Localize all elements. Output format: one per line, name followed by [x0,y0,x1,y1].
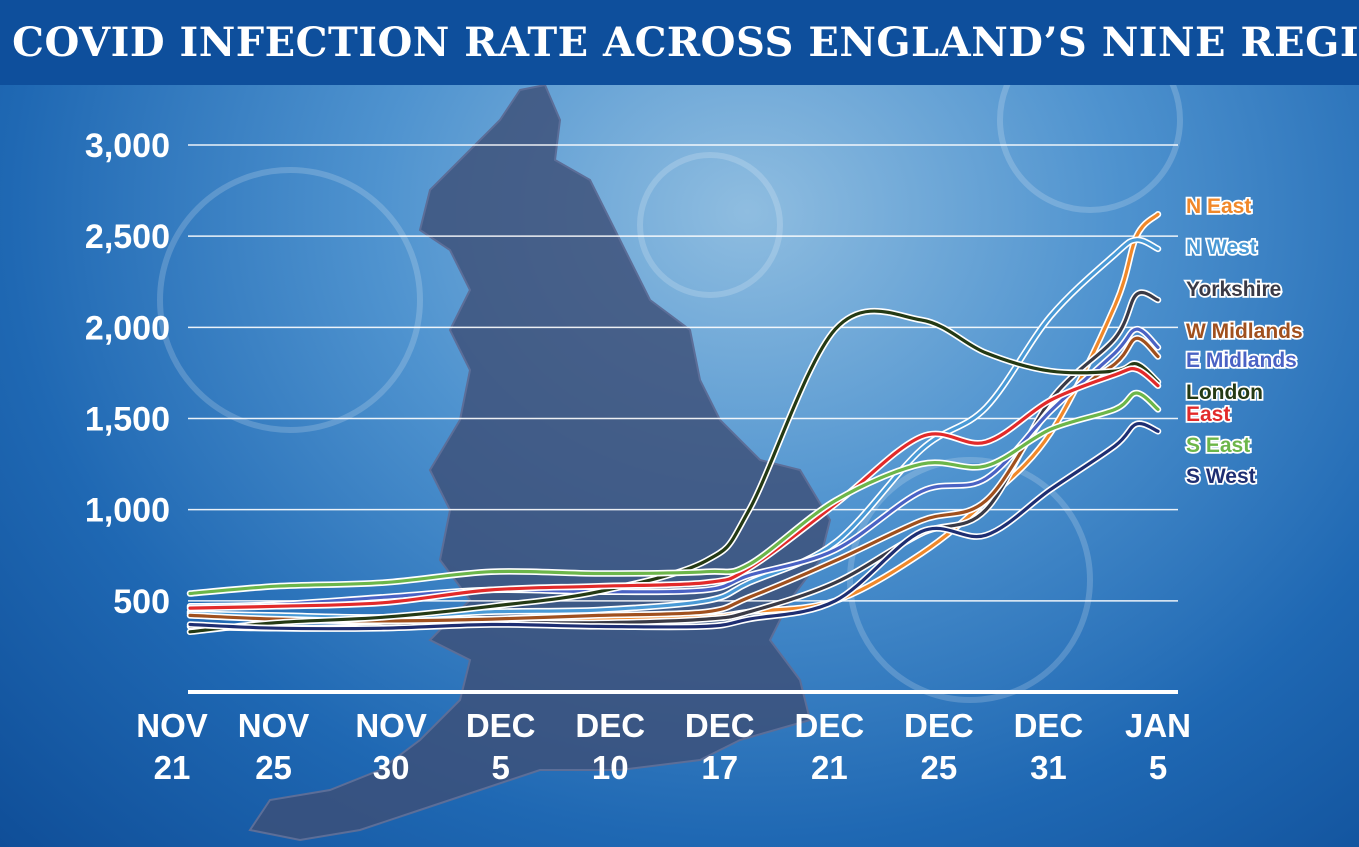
x-tick-day: 30 [373,749,410,786]
legend-label-e-midlands: E Midlands [1186,349,1297,372]
y-tick-label: 500 [113,583,170,621]
chart-title: THE COVID INFECTION RATE ACROSS ENGLAND’… [0,19,1359,66]
x-tick-month: NOV [136,707,208,744]
series-line-halo-s-east [186,389,1162,597]
x-tick-day: 21 [154,749,191,786]
x-tick-month: NOV [238,707,310,744]
x-axis-ticks: NOV21NOV25NOV30DEC5DEC10DEC17DEC21DEC25D… [136,707,1191,786]
legend-label-east: East [1186,403,1230,426]
x-tick-day: 17 [701,749,738,786]
x-tick-day: 25 [255,749,292,786]
virus-icon [847,457,1093,703]
legend-label-s-east: S East [1186,434,1250,457]
x-tick-day: 21 [811,749,848,786]
series-line-london [188,309,1160,634]
x-tick-label: DEC 25 [904,707,974,786]
x-tick-label: DEC 10 [575,707,645,786]
legend-label-s-west: S West [1186,465,1256,488]
virus-icon [637,152,783,298]
x-tick-label: NOV 25 [238,707,310,786]
x-tick-day: 25 [921,749,958,786]
x-tick-label: DEC 31 [1014,707,1084,786]
title-bar: THE COVID INFECTION RATE ACROSS ENGLAND’… [0,0,1359,85]
x-tick-label: DEC 17 [685,707,755,786]
series-lines [186,211,1162,636]
england-map-silhouette [248,83,832,842]
x-tick-day: 5 [491,749,509,786]
series-line-s-west [188,421,1160,631]
x-tick-label: JAN 5 [1125,707,1191,786]
x-tick-month: DEC [904,707,974,744]
series-line-s-east [188,391,1160,596]
legend-label-london: London [1186,381,1263,404]
y-axis-ticks: 500 1,000 1,500 2,000 2,500 3,000 [85,127,170,621]
legend-label-w-midlands: W Midlands [1186,320,1303,343]
gridlines [188,144,1178,694]
x-tick-month: NOV [355,707,427,744]
y-tick-label: 3,000 [85,127,170,165]
x-tick-month: DEC [794,707,864,744]
legend-label-n-east: N East [1186,195,1251,218]
y-tick-label: 1,500 [85,401,170,439]
virus-icon [157,167,423,433]
y-tick-label: 2,000 [85,309,170,347]
x-tick-month: DEC [685,707,755,744]
x-tick-label: DEC 21 [794,707,864,786]
x-tick-month: JAN [1125,707,1191,744]
x-tick-label: DEC 5 [466,707,536,786]
x-tick-month: DEC [466,707,536,744]
series-line-e-midlands [188,327,1160,608]
legend: N East N West Yorkshire W Midlands E Midland… [1184,193,1304,490]
legend-label-n-west: N West [1186,236,1257,259]
y-tick-label: 1,000 [85,492,170,530]
x-tick-month: DEC [575,707,645,744]
x-tick-day: 31 [1030,749,1067,786]
x-tick-day: 5 [1149,749,1167,786]
x-tick-day: 10 [592,749,629,786]
x-tick-label: NOV 30 [355,707,427,786]
legend-label-yorkshire: Yorkshire [1186,278,1281,301]
x-tick-month: DEC [1014,707,1084,744]
series-line-halo-n-east [186,211,1162,625]
y-tick-label: 2,500 [85,218,170,256]
x-tick-label: NOV 21 [136,707,208,786]
series-line-n-east [188,212,1160,623]
